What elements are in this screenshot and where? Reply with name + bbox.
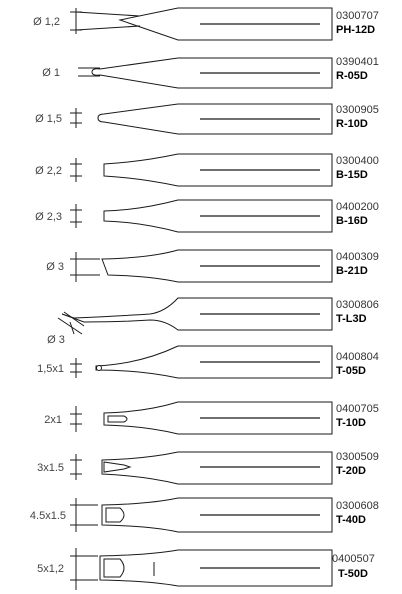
tip-outline: [101, 249, 333, 283]
tip-part-number: 0400705: [336, 403, 379, 415]
tip-part-number: 0300608: [336, 500, 379, 512]
tip-size-label: 4.5x1.5: [30, 510, 66, 522]
tip-model-name: R-05D: [336, 70, 368, 82]
tip-size-label: 5x1,2: [37, 563, 64, 575]
tip-size-label: 2x1: [44, 414, 62, 426]
tip-part-number: 0400507: [332, 553, 375, 565]
tip-row: 1,5x1 0400804 T-05D: [37, 345, 379, 379]
tip-model-name: T-L3D: [336, 313, 367, 325]
tip-size-label: Ø 1,5: [35, 113, 62, 125]
tip-outline: [61, 297, 333, 331]
tip-size-label: Ø 2,3: [35, 211, 62, 223]
tip-part-number: 0300707: [336, 10, 379, 22]
tip-outline: [101, 497, 333, 533]
tip-row: Ø 3 0400309 B-21D: [46, 249, 379, 283]
tip-row: 3x1.5 0300509 T-20D: [37, 451, 379, 485]
tip-outline: [103, 401, 333, 435]
tip-row: 4.5x1.5 0300608 T-40D: [30, 497, 379, 533]
tip-part-number: 0300905: [336, 104, 379, 116]
tip-model-name: R-10D: [336, 118, 368, 130]
tip-model-name: T-10D: [336, 417, 366, 429]
tip-row: Ø 1,5 0300905 R-10D: [35, 103, 379, 135]
tip-row: 2x1 0400705 T-10D: [44, 401, 379, 435]
tip-part-number: 0300400: [336, 155, 379, 167]
tip-size-label: Ø 3: [46, 261, 64, 273]
tip-model-name: B-21D: [336, 265, 368, 277]
tip-size-label: Ø 1,2: [33, 16, 60, 28]
tip-model-name: B-16D: [336, 215, 368, 227]
tip-model-name: B-15D: [336, 169, 368, 181]
tip-model-name: T-05D: [336, 365, 366, 377]
tip-row: 5x1,2 0400507 T-50D: [37, 548, 375, 590]
tip-part-number: 0300806: [336, 299, 379, 311]
tip-part-number: 0400309: [336, 251, 379, 263]
tip-row: Ø 3 0300806 T-L3D: [47, 297, 379, 346]
tip-outline: [101, 451, 333, 485]
tip-row: Ø 1 0390401 R-05D: [42, 56, 379, 89]
tip-outline: [99, 549, 333, 587]
tip-row: Ø 2,3 0400200 B-16D: [35, 199, 379, 233]
tip-part-number: 0390401: [336, 56, 379, 68]
tip-part-number: 0400804: [336, 351, 379, 363]
tip-size-label: Ø 2,2: [35, 165, 62, 177]
tip-outline: [103, 153, 333, 187]
tip-size-label: Ø 3: [47, 334, 65, 346]
tip-model-name: PH-12D: [336, 24, 375, 36]
tip-part-number: 0400200: [336, 201, 379, 213]
tip-model-name: T-40D: [336, 514, 366, 526]
tip-outline: [95, 345, 333, 379]
tip-row: Ø 2,2 0300400 B-15D: [35, 153, 379, 187]
tip-part-number: 0300509: [336, 451, 379, 463]
tip-outline: [91, 57, 333, 89]
tip-model-name: T-20D: [336, 465, 366, 477]
tip-row: Ø 1,2 0300707 PH-12D: [33, 7, 379, 41]
tip-size-label: Ø 1: [42, 67, 60, 79]
tip-size-label: 3x1.5: [37, 462, 64, 474]
tip-outline: [97, 103, 333, 135]
tip-model-name: T-50D: [338, 568, 368, 580]
tip-outline: [103, 199, 333, 233]
tip-size-label: 1,5x1: [37, 363, 64, 375]
tip-outline: [118, 7, 333, 41]
